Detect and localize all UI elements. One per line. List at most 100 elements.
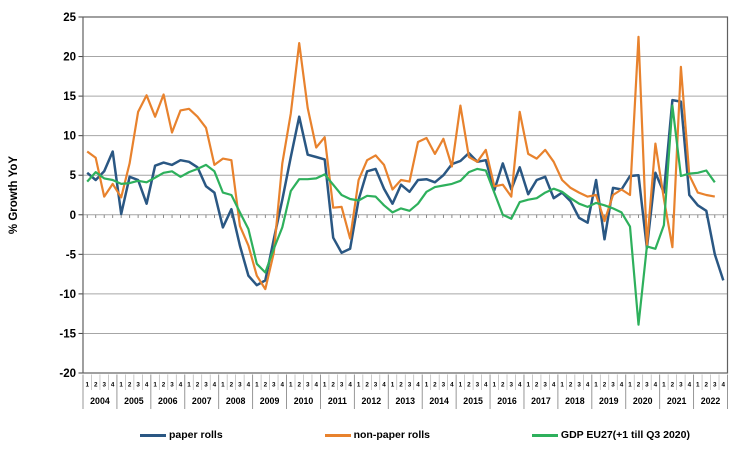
svg-text:4: 4: [416, 382, 420, 389]
svg-text:4: 4: [247, 382, 251, 389]
svg-text:1: 1: [425, 382, 429, 389]
svg-text:2: 2: [264, 382, 268, 389]
svg-text:10: 10: [63, 131, 76, 143]
svg-text:2: 2: [467, 382, 471, 389]
svg-text:1: 1: [391, 382, 395, 389]
year-labels: 2004 2005 2006 2007 2008 2009 2010 2011 2012 2013…: [90, 396, 720, 406]
svg-text:1: 1: [459, 382, 463, 389]
non-paper-rolls-swatch: [324, 433, 351, 437]
svg-text:5: 5: [70, 170, 77, 182]
svg-text:2007: 2007: [192, 396, 212, 406]
svg-text:4: 4: [484, 382, 488, 389]
y-axis-ticks: [78, 16, 83, 374]
svg-text:3: 3: [102, 382, 106, 389]
svg-text:1: 1: [255, 382, 259, 389]
svg-text:-10: -10: [59, 289, 76, 301]
y-gridlines: [83, 56, 728, 334]
svg-text:1: 1: [662, 382, 666, 389]
paper-rolls-line: [86, 98, 725, 287]
gdp-line: [86, 104, 716, 326]
quarter-separators: [91, 374, 720, 390]
svg-text:2: 2: [671, 382, 675, 389]
svg-text:2019: 2019: [599, 396, 619, 406]
paper-rolls-swatch: [140, 433, 166, 437]
svg-text:2022: 2022: [701, 396, 721, 406]
svg-text:3: 3: [408, 382, 412, 389]
svg-text:1: 1: [323, 382, 327, 389]
svg-text:4: 4: [586, 382, 590, 389]
non-paper-rolls-line: [86, 35, 716, 291]
svg-text:4: 4: [314, 382, 318, 389]
svg-text:3: 3: [170, 382, 174, 389]
svg-text:3: 3: [136, 382, 140, 389]
svg-text:2: 2: [196, 382, 200, 389]
svg-text:1: 1: [289, 382, 293, 389]
svg-text:1: 1: [85, 382, 89, 389]
svg-text:2: 2: [331, 382, 335, 389]
svg-text:20: 20: [63, 52, 76, 64]
legend-label-non-paper-rolls: non-paper rolls: [353, 429, 431, 441]
svg-text:3: 3: [543, 382, 547, 389]
svg-text:4: 4: [722, 382, 726, 389]
svg-text:2018: 2018: [565, 396, 585, 406]
year-separators: [82, 374, 728, 409]
zero-line-ticks: [86, 214, 724, 218]
svg-text:3: 3: [272, 382, 276, 389]
svg-text:2: 2: [94, 382, 98, 389]
svg-text:2020: 2020: [633, 396, 653, 406]
svg-text:3: 3: [611, 382, 615, 389]
svg-text:3: 3: [306, 382, 310, 389]
svg-text:2021: 2021: [667, 396, 687, 406]
svg-text:1: 1: [493, 382, 497, 389]
svg-text:1: 1: [594, 382, 598, 389]
svg-text:2011: 2011: [328, 396, 347, 406]
svg-text:2006: 2006: [158, 396, 178, 406]
svg-text:1: 1: [526, 382, 530, 389]
svg-text:2: 2: [162, 382, 166, 389]
svg-text:4: 4: [552, 382, 556, 389]
svg-text:0: 0: [70, 210, 76, 222]
y-axis-title: % Growth YoY: [8, 155, 20, 235]
svg-text:3: 3: [577, 382, 581, 389]
svg-text:2: 2: [399, 382, 403, 389]
svg-text:2012: 2012: [362, 396, 382, 406]
svg-text:2017: 2017: [531, 396, 551, 406]
series-lines: [86, 35, 725, 326]
svg-text:1: 1: [628, 382, 632, 389]
legend-label-paper-rolls: paper rolls: [169, 429, 223, 441]
svg-text:2014: 2014: [429, 396, 449, 406]
svg-text:2004: 2004: [90, 396, 110, 406]
legend: paper rolls non-paper rolls GDP EU27(+1 …: [140, 429, 690, 441]
svg-text:2: 2: [535, 382, 539, 389]
svg-text:4: 4: [450, 382, 454, 389]
legend-item-gdp: GDP EU27(+1 till Q3 2020): [531, 429, 690, 441]
svg-text:2: 2: [501, 382, 505, 389]
svg-text:3: 3: [204, 382, 208, 389]
svg-text:2: 2: [637, 382, 641, 389]
svg-text:3: 3: [374, 382, 378, 389]
svg-text:3: 3: [713, 382, 717, 389]
svg-text:1: 1: [187, 382, 191, 389]
svg-text:25: 25: [63, 12, 76, 24]
svg-text:4: 4: [620, 382, 624, 389]
svg-text:2010: 2010: [294, 396, 314, 406]
svg-text:1: 1: [560, 382, 564, 389]
svg-text:3: 3: [645, 382, 649, 389]
svg-text:1: 1: [357, 382, 361, 389]
legend-item-non-paper-rolls: non-paper rolls: [324, 429, 431, 441]
svg-text:4: 4: [111, 382, 115, 389]
svg-text:2: 2: [433, 382, 437, 389]
svg-text:3: 3: [509, 382, 513, 389]
svg-text:2008: 2008: [226, 396, 246, 406]
gdp-swatch: [531, 433, 558, 437]
legend-label-gdp: GDP EU27(+1 till Q3 2020): [560, 429, 690, 441]
svg-text:1: 1: [119, 382, 123, 389]
y-axis-tick-labels: 25 20 15 10 5 0 -5 -10 -15 -20: [59, 12, 76, 380]
svg-text:4: 4: [145, 382, 149, 389]
svg-text:2: 2: [603, 382, 607, 389]
plot-border: [82, 16, 729, 374]
svg-text:2: 2: [230, 382, 234, 389]
